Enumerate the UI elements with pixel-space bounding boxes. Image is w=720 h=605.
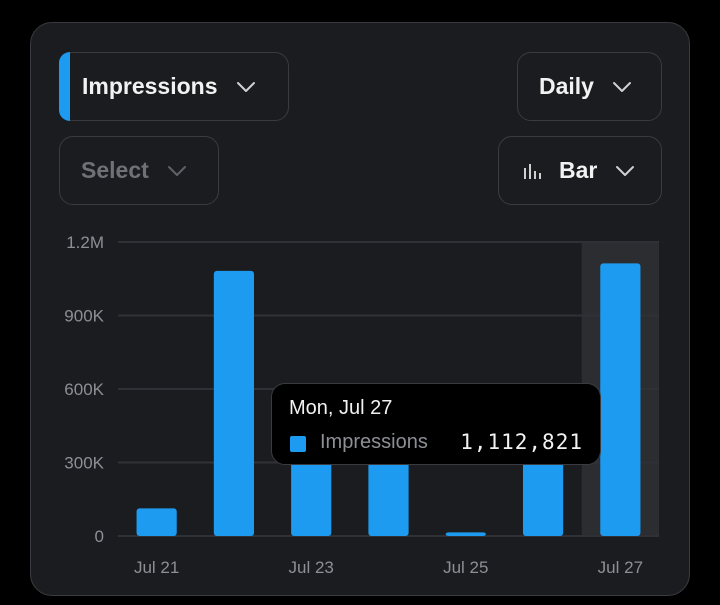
bar (600, 263, 641, 536)
chart-tooltip: Mon, Jul 27 Impressions 1,112,821 (271, 383, 601, 465)
chevron-down-icon (236, 81, 255, 92)
y-tick-label: 1.2M (66, 233, 104, 252)
y-tick-label: 600K (64, 380, 104, 399)
bar (445, 532, 486, 536)
chart-card: Impressions Daily Select Bar 0 300K 600K 90… (30, 22, 690, 596)
x-tick-label: Jul 25 (443, 558, 488, 577)
x-tick-label: Jul 21 (134, 558, 179, 577)
y-tick-label: 300K (64, 454, 104, 473)
bar-chart-icon (524, 163, 541, 179)
metric-dropdown[interactable]: Impressions (59, 52, 289, 121)
compare-dropdown-label: Select (81, 157, 149, 183)
chevron-down-icon (612, 81, 631, 92)
interval-dropdown-label: Daily (539, 73, 594, 99)
bar (213, 270, 255, 536)
chart-type-dropdown-label: Bar (559, 157, 598, 183)
y-tick-label: 0 (95, 527, 104, 546)
tooltip-date: Mon, Jul 27 (289, 397, 393, 419)
chevron-down-icon (167, 165, 186, 176)
tooltip-value: 1,112,821 (460, 430, 583, 454)
x-tick-label: Jul 27 (598, 558, 643, 577)
chevron-down-icon (616, 165, 635, 176)
metric-accent-bar (59, 52, 70, 121)
chart-type-dropdown[interactable]: Bar (498, 136, 662, 205)
y-tick-label: 900K (64, 307, 104, 326)
metric-dropdown-label: Impressions (82, 73, 218, 99)
bar (136, 508, 177, 536)
interval-dropdown[interactable]: Daily (517, 52, 662, 121)
bar (368, 462, 409, 536)
tooltip-series-name: Impressions (320, 431, 428, 453)
compare-dropdown[interactable]: Select (59, 136, 219, 205)
bar (522, 455, 564, 536)
tooltip-series-swatch (290, 436, 306, 452)
x-tick-label: Jul 23 (289, 558, 334, 577)
